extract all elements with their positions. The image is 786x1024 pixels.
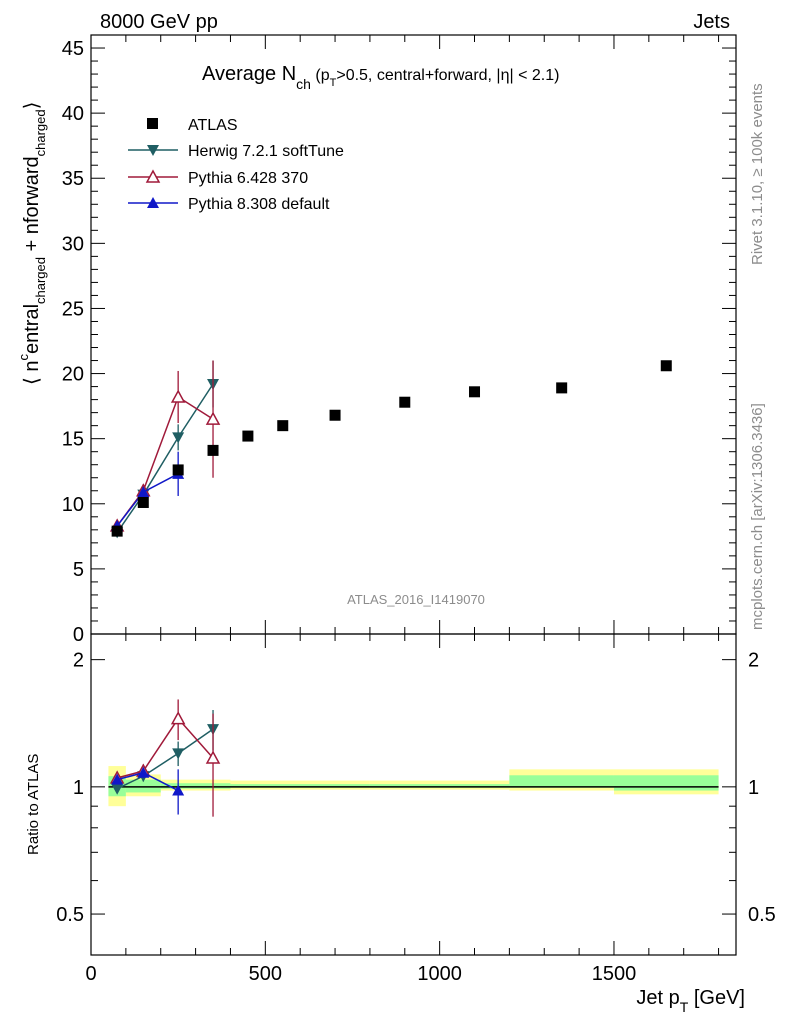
header-right: Jets — [693, 11, 730, 33]
uncertainty-band-green — [125, 779, 161, 793]
main-point-atlas — [556, 382, 568, 394]
ratio-y-tick-label: 0.5 — [56, 904, 84, 926]
main-line-herwig-7-2-1-softtune — [116, 383, 214, 533]
main-point-herwig-7-2-1-softtune — [172, 432, 185, 444]
main-point-atlas — [207, 444, 219, 456]
uncertainty-band-green — [509, 775, 614, 788]
legend-label-herwig: Herwig 7.2.1 softTune — [188, 143, 344, 160]
uncertainty-band-green — [160, 783, 231, 789]
ratio-line-pythia-6-428-370 — [116, 717, 214, 779]
uncertainty-band-green — [230, 784, 370, 788]
main-y-tick-label: 0 — [73, 624, 84, 646]
legend-marker-pythia8 — [147, 197, 159, 208]
ratio-point-herwig-7-2-1-softtune — [111, 783, 124, 795]
main-y-tick-label: 10 — [62, 494, 84, 516]
main-point-pythia-8-308-default — [137, 486, 150, 498]
ratio-point-pythia-8-308-default — [172, 784, 185, 796]
ratio-y-tick-label-right: 1 — [748, 777, 759, 799]
main-point-atlas — [172, 464, 184, 476]
main-point-atlas — [242, 430, 254, 442]
x-tick-label: 500 — [249, 963, 282, 985]
x-tick-label: 0 — [85, 963, 96, 985]
legend-label-pythia6: Pythia 6.428 370 — [188, 170, 308, 187]
uncertainty-band-green — [369, 784, 510, 788]
main-y-tick-label: 30 — [62, 233, 84, 255]
main-point-atlas — [137, 496, 149, 508]
main-y-tick-label: 35 — [62, 168, 84, 190]
main-y-tick-label: 40 — [62, 103, 84, 125]
x-tick-label: 1000 — [417, 963, 462, 985]
header-left: 8000 GeV pp — [100, 11, 218, 33]
legend-marker-pythia6 — [145, 169, 161, 183]
ratio-y-tick-label-right: 2 — [748, 650, 759, 672]
main-point-atlas — [399, 396, 411, 408]
ratio-point-pythia-8-308-default — [137, 766, 150, 778]
mcplots-label: mcplots.cern.ch [arXiv:1306.3436] — [749, 403, 766, 630]
x-axis-label: Jet pT [GeV] — [636, 987, 745, 1015]
ratio-line-herwig-7-2-1-softtune — [116, 728, 214, 790]
x-tick-label: 1500 — [592, 963, 637, 985]
ratio-y-tick-label: 1 — [73, 777, 84, 799]
ratio-y-axis-label: Ratio to ATLAS — [25, 754, 42, 855]
main-y-tick-label: 25 — [62, 298, 84, 320]
legend: ATLAS Herwig 7.2.1 softTune Pythia 6.428… — [128, 117, 344, 213]
ratio-y-tick-label: 2 — [73, 650, 84, 672]
main-series-layer — [109, 360, 672, 539]
main-point-atlas — [329, 409, 341, 421]
main-point-pythia-6-428-370 — [170, 389, 186, 403]
main-tick-marks: 0 5 10 15 20 25 30 35 40 45 — [62, 34, 736, 646]
ratio-frame — [90, 633, 737, 956]
ratio-y-tick-label-right: 0.5 — [748, 904, 776, 926]
ratio-point-herwig-7-2-1-softtune — [172, 748, 185, 760]
legend-label-pythia8: Pythia 8.308 default — [188, 196, 330, 213]
main-y-tick-label: 5 — [73, 559, 84, 581]
main-y-tick-label: 15 — [62, 429, 84, 451]
main-y-tick-label: 20 — [62, 364, 84, 386]
legend-marker-herwig — [147, 145, 159, 156]
analysis-id: ATLAS_2016_I1419070 — [347, 592, 485, 607]
uncertainty-band-green — [613, 775, 719, 791]
legend-entry-pythia6: Pythia 6.428 370 — [128, 169, 308, 187]
main-point-atlas — [111, 525, 123, 537]
main-y-axis-label: ⟨ ncentralcharged + nforwardcharged⟩ — [16, 102, 48, 385]
ratio-point-pythia-6-428-370 — [170, 711, 186, 725]
main-point-pythia-6-428-370 — [205, 411, 221, 425]
ratio-point-pythia-8-308-default — [111, 773, 124, 785]
ratio-tick-marks: 0.5 0.5 1 1 2 2 0 500 1000 1500 — [56, 634, 776, 985]
main-point-atlas — [660, 360, 672, 372]
ratio-series-layer — [109, 699, 221, 817]
ratio-uncertainty-bands — [108, 766, 719, 807]
ratio-point-pythia-6-428-370 — [205, 750, 221, 764]
legend-entry-atlas: ATLAS — [147, 117, 238, 134]
legend-entry-herwig: Herwig 7.2.1 softTune — [128, 143, 344, 160]
ratio-panel: 0.5 0.5 1 1 2 2 0 500 1000 1500 Ratio to ATLAS Je… — [25, 633, 776, 1015]
rivet-label: Rivet 3.1.10, ≥ 100k events — [749, 83, 766, 265]
legend-marker-atlas — [147, 118, 158, 129]
main-y-tick-label: 45 — [62, 38, 84, 60]
main-panel: 0 5 10 15 20 25 30 35 40 45 Average Nch (pT>0.5, … — [16, 34, 737, 646]
main-point-atlas — [277, 420, 289, 432]
main-point-atlas — [469, 386, 481, 398]
chart-title: Average Nch (pT>0.5, central+forward, |η… — [202, 63, 559, 92]
legend-entry-pythia8: Pythia 8.308 default — [128, 196, 330, 213]
legend-label-atlas: ATLAS — [188, 117, 238, 134]
